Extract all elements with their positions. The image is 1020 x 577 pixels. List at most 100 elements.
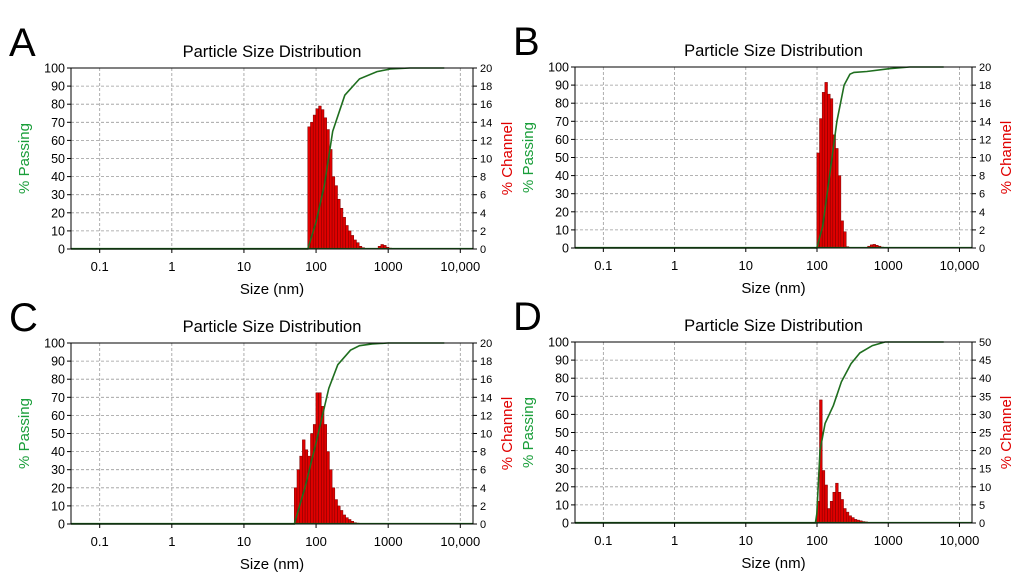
left-axis-tick-label: 80 [51,98,65,112]
x-axis-tick-label: 100 [806,258,828,273]
right-axis-tick-label: 6 [480,465,486,477]
histogram-bar [318,392,322,525]
right-axis-tick-label: 2 [979,225,985,237]
right-axis-tick-label: 4 [480,208,486,220]
histogram-bar [342,514,346,525]
histogram-bar [321,109,325,250]
right-axis-tick-label: 10 [480,429,492,441]
right-axis-tick-label: 20 [480,338,492,350]
histogram-bar [307,126,311,250]
right-axis-tick-label: 18 [480,356,492,368]
left-axis-tick-label: 60 [51,409,65,423]
right-axis-tick-label: 50 [979,337,991,349]
left-axis-tick-label: 90 [555,79,569,93]
right-axis-tick-label: 6 [979,189,985,201]
right-axis-tick-label: 12 [480,410,492,422]
left-axis-tick-label: 30 [555,187,569,201]
chart-panel-c: 0102030405060708090100024681012141618200… [9,296,516,573]
right-axis-tick-label: 20 [480,63,492,75]
right-axis-tick-label: 0 [480,244,486,256]
right-axis-tick-label: 25 [979,428,991,440]
histogram-bar [843,231,847,249]
histogram-bar [329,469,333,525]
histogram-bar [350,235,355,250]
right-axis-tick-label: 16 [979,98,991,110]
histogram-bar [337,198,341,250]
right-axis-tick-label: 4 [480,483,486,495]
x-axis-tick-label: 1 [671,258,678,273]
left-axis-tick-label: 50 [51,152,65,166]
chart-title: Particle Size Distribution [183,318,362,336]
histogram-bar [835,482,839,524]
x-axis-tick-label: 10,000 [940,533,980,548]
histogram-bar [326,129,330,250]
right-axis-tick-label: 20 [979,62,991,74]
histogram-bar [318,105,322,250]
left-axis-tick-label: 100 [548,336,569,350]
x-axis-tick-label: 10,000 [940,258,980,273]
right-axis-tick-label: 45 [979,355,991,367]
histogram-bar [353,239,357,250]
left-axis-tick-label: 50 [51,427,65,441]
x-axis-tick-label: 1 [168,259,175,274]
chart-panel-b: 0102030405060708090100024681012141618200… [513,20,1015,297]
x-axis-tick-label: 100 [806,533,828,548]
right-axis-tick-label: 14 [979,116,991,128]
histogram-bar [837,175,842,249]
panel-letter: C [9,296,38,340]
chart-panel-d: 0102030405060708090100051015202530354045… [513,295,1015,572]
chart-title: Particle Size Distribution [684,42,863,60]
right-axis-label: % Channel [499,397,516,470]
right-axis-tick-label: 35 [979,391,991,403]
right-axis-tick-label: 2 [480,501,486,513]
right-axis-tick-label: 10 [979,153,991,165]
left-axis-tick-label: 20 [555,480,569,494]
left-axis-label: % Passing [520,122,537,193]
left-axis-tick-label: 90 [555,354,569,368]
histogram-bar [312,424,317,525]
left-axis-tick-label: 80 [555,372,569,386]
right-axis-tick-label: 10 [480,154,492,166]
left-axis-tick-label: 40 [555,444,569,458]
right-axis-label: % Channel [998,121,1015,194]
x-axis-label: Size (nm) [741,555,805,572]
left-axis-tick-label: 10 [51,499,65,513]
left-axis-tick-label: 0 [58,518,65,532]
left-axis-tick-label: 40 [51,170,65,184]
left-axis-label: % Passing [16,398,33,469]
left-axis-tick-label: 0 [58,243,65,257]
x-axis-tick-label: 10 [739,258,753,273]
left-axis-tick-label: 100 [44,337,65,351]
left-axis-tick-label: 70 [51,391,65,405]
right-axis-tick-label: 10 [979,482,991,494]
x-axis-tick-label: 100 [305,259,327,274]
left-axis-tick-label: 70 [51,116,65,130]
left-axis-tick-label: 60 [555,408,569,422]
x-axis-tick-label: 1000 [374,259,403,274]
left-axis-label: % Passing [16,123,33,194]
x-axis-tick-label: 100 [305,534,327,549]
histogram-bar [302,439,306,525]
cumulative-passing-line [575,341,944,524]
right-axis-tick-label: 14 [480,392,492,404]
right-axis-tick-label: 8 [979,171,985,183]
histogram-bar [331,176,336,250]
x-axis-tick-label: 0.1 [594,533,612,548]
right-axis-tick-label: 12 [979,134,991,146]
right-axis-tick-label: 18 [480,81,492,93]
right-axis-tick-label: 40 [979,373,991,385]
right-axis-tick-label: 0 [480,519,486,531]
right-axis-tick-label: 5 [979,500,985,512]
left-axis-tick-label: 100 [44,62,65,76]
histogram-bar [829,501,834,524]
histogram-bar [299,455,303,525]
right-axis-tick-label: 18 [979,80,991,92]
right-axis-tick-label: 4 [979,207,985,219]
x-axis-tick-label: 1 [168,534,175,549]
right-axis-tick-label: 8 [480,447,486,459]
left-axis-tick-label: 20 [51,206,65,220]
histogram-bar [840,220,844,249]
x-axis-tick-label: 0.1 [91,259,109,274]
histogram-bar [837,491,842,524]
